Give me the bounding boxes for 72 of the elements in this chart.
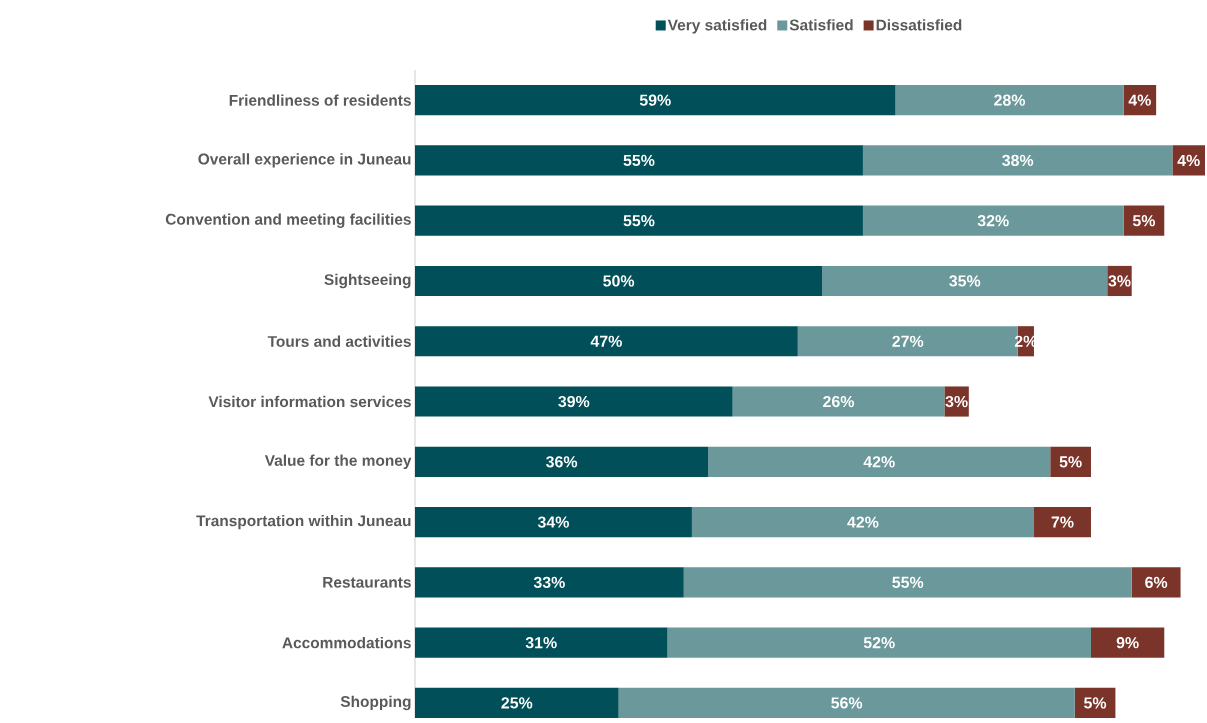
data-label: 26% — [823, 395, 855, 408]
data-label: 52% — [863, 637, 895, 649]
legend-label: Satisfied — [789, 19, 853, 31]
data-label: 36% — [546, 456, 578, 468]
bar — [691, 507, 1034, 538]
bar — [415, 687, 619, 718]
bar — [1131, 567, 1181, 598]
legend-label: Dissatisfied — [876, 19, 962, 31]
bar — [732, 386, 945, 417]
bar — [895, 85, 1124, 116]
data-label: 7% — [1051, 516, 1074, 528]
data-label: 50% — [603, 275, 635, 287]
bar — [415, 567, 684, 598]
y-tick-label: Shopping — [340, 695, 411, 711]
data-label: 4% — [1177, 154, 1200, 167]
y-tick-label: Tours and activities — [267, 335, 411, 347]
bar — [618, 687, 1075, 718]
data-label: 39% — [558, 395, 590, 408]
y-tick-label: Overall experience in Juneau — [198, 153, 411, 168]
y-tick-label: Sightseeing — [324, 273, 411, 289]
y-tick-label: Value for the money — [264, 454, 412, 470]
data-label: 5% — [1084, 697, 1107, 709]
data-label: 28% — [994, 94, 1026, 106]
y-tick-label: Restaurants — [323, 576, 411, 588]
bar — [415, 627, 668, 658]
bar — [683, 567, 1132, 598]
data-label: 5% — [1132, 215, 1156, 227]
bar — [415, 85, 896, 116]
bar — [415, 265, 823, 297]
data-label: 55% — [623, 154, 655, 167]
bar — [415, 205, 863, 236]
data-label: 33% — [533, 576, 565, 589]
data-label: 34% — [537, 516, 569, 528]
data-label: 25% — [501, 697, 533, 709]
bar — [415, 145, 863, 176]
bar — [1033, 507, 1091, 538]
y-tick-label: Transportation within Juneau — [196, 514, 411, 530]
data-label: 38% — [1002, 154, 1034, 167]
data-label: 9% — [1116, 637, 1139, 649]
data-label: 27% — [892, 335, 924, 347]
data-label: 42% — [847, 516, 879, 528]
data-label: 3% — [945, 395, 968, 408]
y-tick-label: Visitor information services — [208, 395, 411, 408]
data-label: 4% — [1128, 94, 1151, 106]
data-label: 59% — [639, 94, 671, 106]
data-label: 32% — [977, 215, 1009, 227]
bar — [415, 326, 798, 357]
bar — [862, 205, 1124, 236]
data-label: 35% — [949, 275, 981, 287]
bar — [667, 627, 1091, 658]
data-label: 3% — [1108, 275, 1131, 287]
data-label: 56% — [831, 697, 863, 709]
data-label: 55% — [623, 215, 655, 227]
bar — [1090, 627, 1165, 658]
data-label: 31% — [525, 637, 557, 649]
data-label: 5% — [1059, 456, 1082, 468]
bar — [708, 446, 1051, 477]
data-label: 6% — [1145, 576, 1168, 589]
bar — [862, 145, 1173, 176]
bar — [415, 446, 709, 477]
bar — [415, 507, 692, 538]
y-tick-label: Convention and meeting facilities — [165, 213, 411, 228]
bar — [822, 265, 1108, 297]
data-label: 42% — [863, 456, 895, 468]
y-tick-label: Accommodations — [282, 636, 411, 649]
bar — [415, 386, 733, 417]
data-label: 47% — [590, 335, 622, 347]
y-tick-label: Friendliness of residents — [229, 94, 411, 106]
bar — [944, 386, 969, 417]
data-label: 55% — [892, 576, 924, 588]
bar — [1050, 446, 1091, 477]
legend-label: Very satisfied — [667, 19, 767, 34]
